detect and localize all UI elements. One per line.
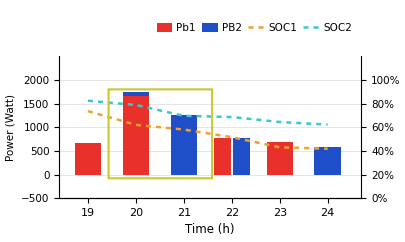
Legend: Pb1, PB2, SOC1, SOC2: Pb1, PB2, SOC1, SOC2 (152, 19, 355, 37)
Bar (75, 143, 101, 174)
Bar (314, 147, 340, 174)
Bar (266, 142, 292, 174)
Bar (170, 115, 196, 174)
Bar (213, 138, 230, 174)
Bar (232, 138, 249, 174)
Y-axis label: Power (Watt): Power (Watt) (6, 94, 15, 161)
Bar (122, 97, 149, 174)
X-axis label: Time (h): Time (h) (185, 223, 234, 236)
Bar (122, 92, 149, 97)
